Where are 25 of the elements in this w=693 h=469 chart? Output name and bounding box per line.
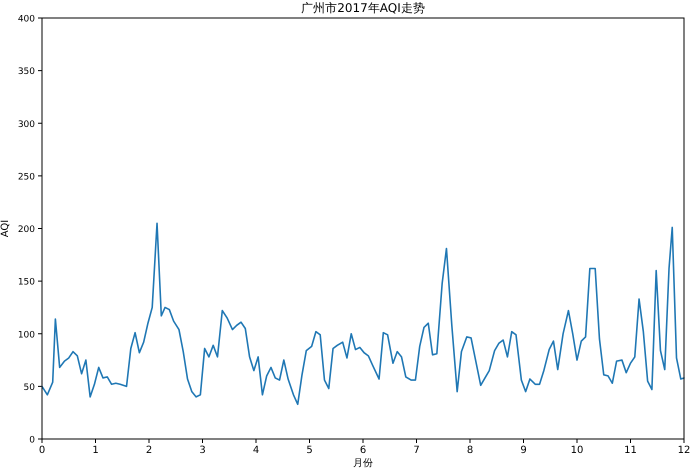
x-tick-label: 8	[466, 445, 474, 456]
x-tick-label: 6	[360, 445, 366, 456]
y-tick-label: 50	[24, 382, 36, 393]
x-tick-label: 0	[38, 445, 46, 456]
x-tick-label: 7	[413, 445, 420, 456]
x-tick-label: 2	[146, 445, 152, 456]
chart-title: 广州市2017年AQI走势	[301, 1, 425, 15]
y-tick-label: 400	[18, 14, 36, 24]
x-tick-label: 11	[624, 445, 637, 456]
x-tick-label: 9	[520, 445, 527, 456]
y-tick-label: 150	[18, 278, 36, 288]
x-tick-label: 4	[252, 445, 260, 456]
y-tick-label: 250	[18, 172, 36, 182]
x-tick-label: 10	[570, 445, 584, 456]
y-tick-label: 300	[18, 120, 36, 130]
x-tick-label: 3	[199, 445, 206, 456]
y-tick-label: 200	[18, 225, 36, 235]
y-tick-label: 350	[18, 67, 36, 78]
x-tick-label: 5	[306, 445, 313, 456]
y-tick-label: 0	[29, 436, 36, 446]
x-tick-label: 1	[92, 445, 99, 456]
y-tick-label: 100	[18, 330, 36, 340]
x-axis-title: 月份	[353, 458, 373, 469]
y-axis-title: AQI	[0, 220, 11, 238]
x-tick-label: 12	[678, 445, 690, 456]
